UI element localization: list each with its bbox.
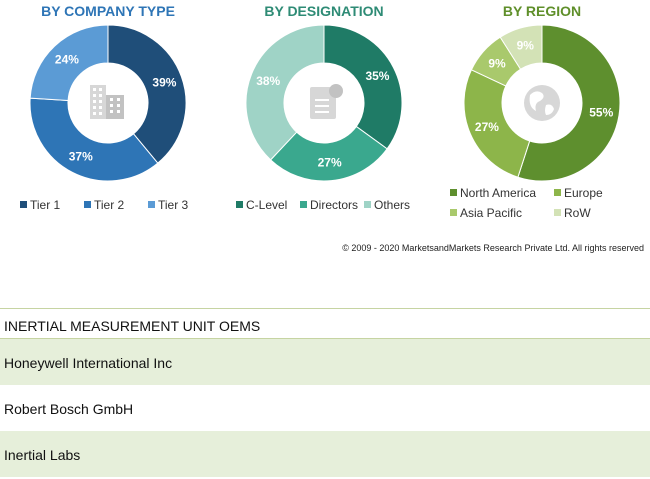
designation-chart: BY DESIGNATION 35% 27% 38% C-Level Director… — [216, 0, 432, 230]
legend-swatch — [450, 209, 457, 216]
region-donut: 55% 27% 9% 9% — [463, 24, 621, 182]
legend-swatch — [148, 201, 155, 208]
legend-swatch — [20, 201, 27, 208]
oem-table: INERTIAL MEASUREMENT UNIT OEMS Honeywell… — [0, 308, 650, 477]
designation-donut: 35% 27% 38% — [245, 24, 403, 182]
legend-item: Asia Pacific — [450, 206, 522, 220]
slice-value-label: 39% — [152, 76, 176, 90]
buildings-icon — [90, 85, 124, 119]
legend-item: Europe — [554, 186, 603, 200]
legend-swatch — [450, 189, 457, 196]
chart-title: BY COMPANY TYPE — [41, 3, 175, 19]
donut-slice — [29, 97, 159, 182]
legend-swatch — [554, 209, 561, 216]
legend-swatch — [236, 201, 243, 208]
slice-value-label: 24% — [55, 52, 79, 66]
legend-item: Others — [364, 198, 410, 212]
oem-table-header: INERTIAL MEASUREMENT UNIT OEMS — [0, 308, 650, 339]
slice-value-label: 37% — [69, 149, 93, 163]
legend-item: Directors — [300, 198, 358, 212]
slice-value-label: 35% — [365, 69, 389, 83]
donut-slice — [245, 24, 325, 161]
id-card-icon — [310, 84, 343, 119]
legend-label: RoW — [564, 206, 591, 220]
donut-slice — [323, 24, 403, 150]
copyright-notice: © 2009 - 2020 MarketsandMarkets Research… — [342, 243, 644, 253]
legend-label: C-Level — [246, 198, 288, 212]
legend-item: North America — [450, 186, 536, 200]
donut-slice — [269, 125, 388, 182]
donut-slice — [107, 24, 187, 164]
slice-value-label: 9% — [517, 38, 535, 52]
donut-slice — [499, 24, 543, 70]
slice-value-label: 27% — [475, 120, 499, 134]
legend-swatch — [300, 201, 307, 208]
company-type-chart: BY COMPANY TYPE 39% 37% 24% Tier 1 Tier 2 Ti… — [0, 0, 216, 230]
globe-icon — [524, 85, 560, 121]
table-row: Honeywell International Inc — [0, 339, 650, 385]
donut-slice — [517, 24, 621, 182]
legend-item: C-Level — [236, 198, 287, 212]
legend-swatch — [84, 201, 91, 208]
table-row: Robert Bosch GmbH — [4, 401, 134, 417]
donut-slice — [463, 69, 531, 178]
legend-label: Europe — [564, 186, 603, 200]
legend-item: Tier 3 — [148, 198, 188, 212]
legend-label: Tier 1 — [30, 198, 61, 212]
slice-value-label: 9% — [488, 56, 506, 70]
slice-value-label: 38% — [256, 74, 280, 88]
legend-swatch — [554, 189, 561, 196]
legend-label: North America — [460, 186, 537, 200]
region-chart: BY REGION 55% 27% 9% 9% North America Europe… — [434, 0, 650, 230]
legend-label: Tier 2 — [94, 198, 125, 212]
slice-value-label: 27% — [318, 156, 342, 170]
slice-value-label: 55% — [589, 105, 613, 119]
legend-label: Asia Pacific — [460, 206, 523, 220]
chart-title: BY DESIGNATION — [264, 3, 384, 19]
table-row: Inertial Labs — [0, 431, 650, 477]
legend-label: Others — [374, 198, 411, 212]
legend-label: Directors — [310, 198, 359, 212]
legend-label: Tier 3 — [158, 198, 189, 212]
legend-item: RoW — [554, 206, 591, 220]
donut-slice — [29, 24, 109, 102]
legend-item: Tier 1 — [20, 198, 60, 212]
chart-title: BY REGION — [502, 3, 582, 19]
legend-item: Tier 2 — [84, 198, 124, 212]
company-type-donut: 39% 37% 24% — [29, 24, 187, 182]
legend-swatch — [364, 201, 371, 208]
